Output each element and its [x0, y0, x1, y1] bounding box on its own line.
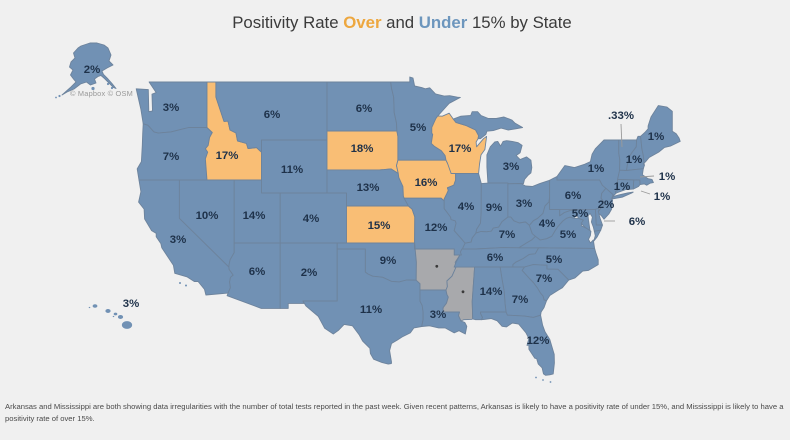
svg-text:14%: 14%: [243, 210, 266, 222]
svg-text:6%: 6%: [264, 109, 280, 121]
svg-text:1%: 1%: [626, 154, 642, 166]
svg-text:6%: 6%: [356, 103, 372, 115]
svg-text:7%: 7%: [512, 294, 528, 306]
svg-text:13%: 13%: [357, 182, 380, 194]
svg-text:12%: 12%: [425, 222, 448, 234]
svg-text:1%: 1%: [648, 131, 664, 143]
svg-text:16%: 16%: [415, 177, 438, 189]
svg-text:10%: 10%: [196, 210, 219, 222]
svg-text:12%: 12%: [527, 335, 550, 347]
svg-text:6%: 6%: [565, 190, 581, 202]
svg-text:3%: 3%: [503, 161, 519, 173]
svg-text:5%: 5%: [572, 208, 588, 220]
svg-text:17%: 17%: [449, 143, 472, 155]
svg-text:2%: 2%: [598, 199, 614, 211]
svg-text:6%: 6%: [629, 216, 645, 228]
svg-text:6%: 6%: [487, 252, 503, 264]
svg-text:2%: 2%: [301, 267, 317, 279]
svg-text:11%: 11%: [281, 164, 303, 176]
svg-text:1%: 1%: [659, 171, 675, 183]
svg-text:9%: 9%: [486, 202, 502, 214]
svg-text:4%: 4%: [539, 218, 555, 230]
svg-text:7%: 7%: [163, 151, 179, 163]
svg-text:3%: 3%: [516, 198, 532, 210]
svg-text:7%: 7%: [536, 273, 552, 285]
svg-text:3%: 3%: [170, 234, 186, 246]
svg-text:4%: 4%: [303, 213, 319, 225]
svg-text:4%: 4%: [458, 201, 474, 213]
svg-text:3%: 3%: [123, 298, 139, 310]
svg-text:9%: 9%: [380, 255, 396, 267]
svg-text:1%: 1%: [588, 163, 604, 175]
svg-text:5%: 5%: [410, 122, 426, 134]
svg-text:5%: 5%: [560, 229, 576, 241]
svg-text:7%: 7%: [499, 229, 515, 241]
svg-text:.33%: .33%: [608, 110, 634, 122]
svg-text:1%: 1%: [614, 181, 630, 193]
svg-text:15%: 15%: [368, 220, 391, 232]
svg-text:3%: 3%: [163, 102, 179, 114]
svg-text:17%: 17%: [216, 150, 239, 162]
svg-text:14%: 14%: [480, 286, 503, 298]
svg-text:3%: 3%: [430, 309, 446, 321]
svg-text:18%: 18%: [351, 143, 374, 155]
svg-text:2%: 2%: [84, 64, 100, 76]
svg-text:6%: 6%: [249, 266, 265, 278]
svg-text:5%: 5%: [546, 254, 562, 266]
svg-text:1%: 1%: [654, 191, 670, 203]
svg-text:11%: 11%: [360, 304, 382, 316]
